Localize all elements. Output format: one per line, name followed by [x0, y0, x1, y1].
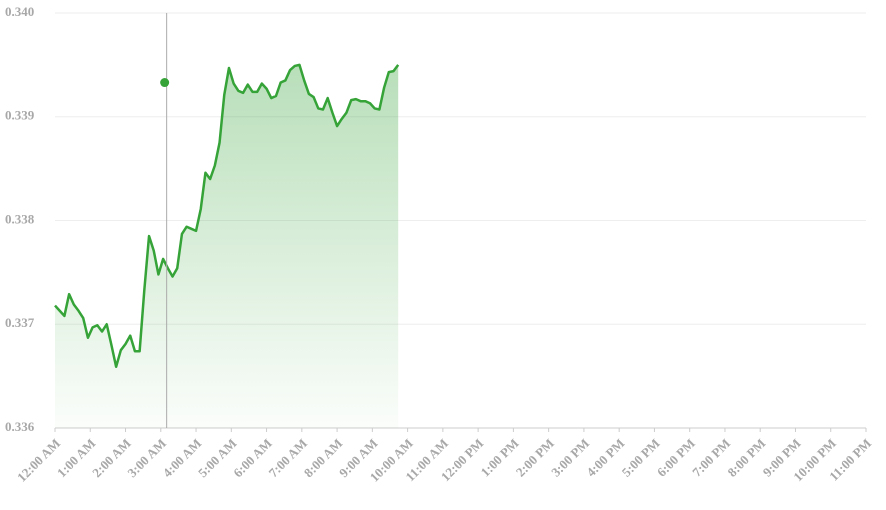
area: [55, 64, 399, 428]
y-tick-label: 0.338: [5, 211, 35, 226]
x-tick-label: 12:00 AM: [14, 436, 63, 485]
y-tick-label: 0.336: [5, 419, 35, 434]
x-tick-label: 6:00 PM: [654, 436, 698, 480]
line: [54, 63, 400, 369]
y-tick-label: 0.339: [5, 108, 35, 123]
x-tick-label: 3:00 PM: [548, 436, 592, 480]
hover-marker: [160, 78, 170, 88]
x-tick-label: 1:00 PM: [478, 436, 522, 480]
x-tick-label: 5:00 PM: [619, 436, 663, 480]
y-tick-label: 0.340: [5, 4, 34, 19]
x-tick-label: 2:00 PM: [513, 436, 557, 480]
x-tick-label: 4:00 PM: [583, 436, 627, 480]
y-tick-label: 0.337: [5, 315, 35, 330]
x-tick-label: 7:00 PM: [689, 436, 733, 480]
x-tick-label: 8:00 PM: [724, 436, 768, 480]
